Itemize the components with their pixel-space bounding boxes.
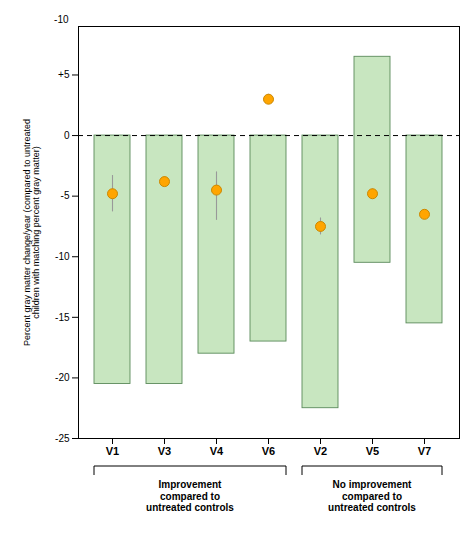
svg-text:-20: -20 xyxy=(55,372,70,383)
svg-text:V3: V3 xyxy=(158,445,171,457)
svg-text:V2: V2 xyxy=(314,445,327,457)
svg-text:V1: V1 xyxy=(106,445,119,457)
svg-text:Percent gray matter change/yea: Percent gray matter change/year (compare… xyxy=(22,119,41,346)
svg-text:+5: +5 xyxy=(58,69,70,80)
svg-text:Improvementcompared tountreate: Improvementcompared tountreated controls xyxy=(146,479,234,513)
svg-text:V4: V4 xyxy=(210,445,224,457)
svg-text:No improvementcompared tountre: No improvementcompared tountreated contr… xyxy=(328,479,416,513)
svg-text:V6: V6 xyxy=(262,445,275,457)
svg-text:-15: -15 xyxy=(55,312,70,323)
svg-text:-10: -10 xyxy=(54,14,69,25)
svg-text:0: 0 xyxy=(64,130,70,141)
svg-text:-5: -5 xyxy=(61,190,70,201)
svg-text:V5: V5 xyxy=(366,445,379,457)
svg-text:-10: -10 xyxy=(55,251,70,262)
svg-text:-25: -25 xyxy=(55,433,70,444)
svg-text:V7: V7 xyxy=(418,445,431,457)
